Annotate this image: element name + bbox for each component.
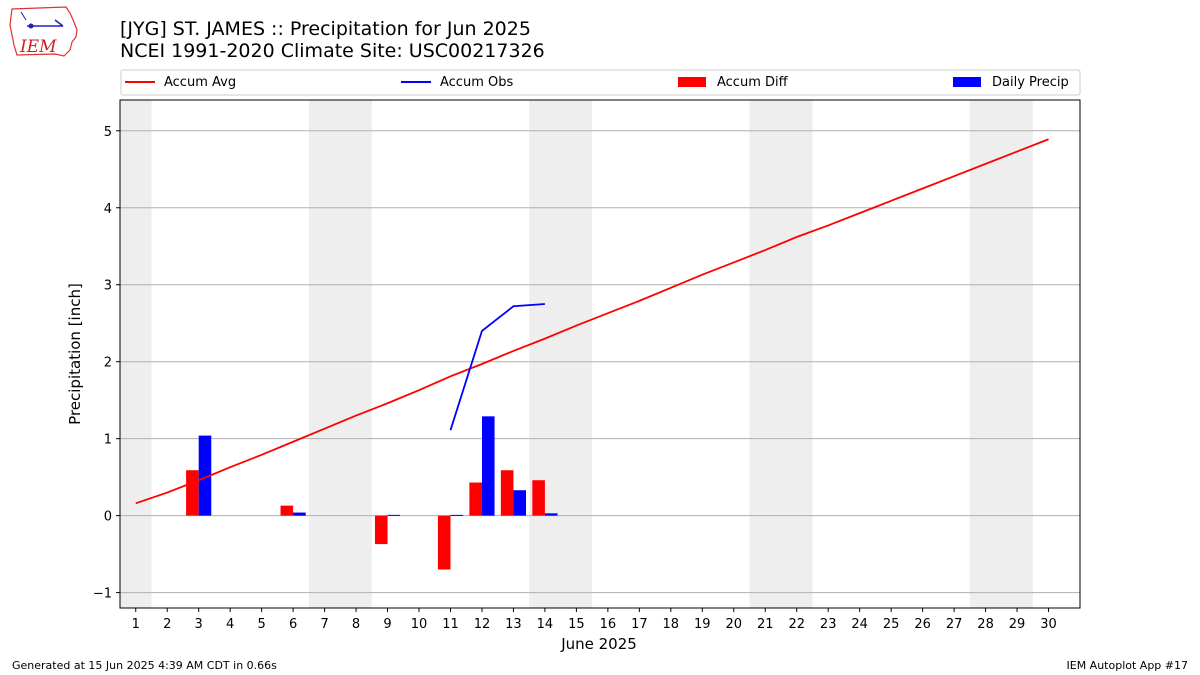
xtick-label-21: 21	[757, 617, 774, 632]
accum-avg-line	[135, 138, 1049, 505]
accum-obs-line	[449, 303, 545, 431]
xtick-label-18: 18	[663, 617, 680, 632]
accum-diff-bar-day-9	[374, 515, 388, 545]
y-axis-ticks: −1 0 1 2 3 4 5	[93, 125, 120, 602]
xtick-label-12: 12	[474, 617, 491, 632]
legend-swatch-accum-diff	[678, 77, 706, 87]
accum-diff-bar-day-13	[500, 470, 514, 516]
legend: Accum Avg Accum Obs Accum Diff Daily Pre…	[120, 69, 1081, 96]
accum-diff-bar-day-14	[532, 480, 545, 516]
x-axis-ticks: 1 2 3 4 5 6 7 8 9 10 11 12 13 14 15 16 17 18 19 20 21 22 23 24 2…	[132, 608, 1057, 632]
xtick-label-19: 19	[694, 617, 711, 632]
xtick-label-28: 28	[977, 617, 994, 632]
daily-precip-bar-day-9	[387, 514, 401, 516]
xtick-label-5: 5	[257, 617, 265, 632]
xtick-label-25: 25	[883, 617, 900, 632]
ytick-label-5: 5	[104, 125, 112, 140]
weekend-band-0	[120, 100, 152, 608]
chart-title: [JYG] ST. JAMES :: Precipitation for Jun…	[120, 18, 531, 40]
legend-frame	[120, 69, 1081, 96]
weekend-shading	[120, 100, 1033, 608]
lines	[135, 138, 1049, 505]
iowa-state-outline	[9, 6, 78, 57]
chart-subtitle: NCEI 1991-2020 Climate Site: USC00217326	[120, 40, 545, 62]
legend-label-accum-obs: Accum Obs	[440, 75, 513, 90]
xtick-label-1: 1	[132, 617, 140, 632]
weekend-band-3	[749, 100, 813, 608]
xtick-label-30: 30	[1040, 617, 1057, 632]
xtick-label-8: 8	[352, 617, 360, 632]
plot-frame	[119, 99, 1081, 609]
daily-precip-bar-day-3	[198, 435, 212, 516]
weekend-band-2	[529, 100, 593, 608]
ytick-label-3: 3	[104, 279, 112, 294]
accum-diff-bar-day-3	[186, 470, 199, 516]
bars	[186, 416, 558, 570]
daily-precip-bar-day-6	[293, 512, 306, 516]
xtick-label-22: 22	[788, 617, 805, 632]
xtick-label-26: 26	[914, 617, 931, 632]
xtick-label-6: 6	[289, 617, 297, 632]
xtick-label-20: 20	[725, 617, 742, 632]
xtick-label-17: 17	[631, 617, 648, 632]
xtick-label-14: 14	[537, 617, 554, 632]
accum-diff-bar-day-12	[469, 482, 482, 516]
daily-precip-bar-day-14	[544, 513, 558, 516]
ytick-label-0: 0	[104, 510, 112, 525]
ytick-label-1: 1	[104, 433, 112, 448]
xtick-label-23: 23	[820, 617, 837, 632]
legend-swatch-daily-precip	[953, 77, 981, 87]
xtick-label-3: 3	[195, 617, 203, 632]
daily-precip-bar-day-12	[481, 416, 495, 516]
x-axis-label: June 2025	[560, 635, 637, 653]
xtick-label-4: 4	[226, 617, 234, 632]
y-axis-label: Precipitation [inch]	[66, 283, 84, 425]
ytick-label--1: −1	[93, 587, 112, 602]
legend-label-accum-diff: Accum Diff	[717, 75, 789, 90]
weekend-band-4	[969, 100, 1033, 608]
logo-text: IEM	[19, 37, 57, 57]
legend-label-daily-precip: Daily Precip	[992, 75, 1069, 90]
legend-label-accum-avg: Accum Avg	[164, 75, 236, 90]
xtick-label-29: 29	[1009, 617, 1026, 632]
xtick-label-13: 13	[505, 617, 522, 632]
xtick-label-11: 11	[442, 617, 459, 632]
accum-diff-bar-day-11	[437, 515, 451, 570]
footer-generated: Generated at 15 Jun 2025 4:39 AM CDT in …	[12, 659, 277, 672]
daily-precip-bar-day-11	[450, 514, 464, 516]
footer-app: IEM Autoplot App #17	[1067, 659, 1189, 672]
xtick-label-2: 2	[163, 617, 171, 632]
xtick-label-27: 27	[946, 617, 963, 632]
xtick-label-24: 24	[851, 617, 868, 632]
gridlines	[120, 130, 1080, 594]
daily-precip-bar-day-13	[513, 490, 527, 516]
xtick-label-16: 16	[600, 617, 617, 632]
xtick-label-15: 15	[568, 617, 585, 632]
iem-logo: IEM	[9, 6, 78, 57]
xtick-label-9: 9	[383, 617, 391, 632]
xtick-label-10: 10	[411, 617, 428, 632]
ytick-label-2: 2	[104, 356, 112, 371]
ytick-label-4: 4	[104, 202, 112, 217]
weekend-band-1	[308, 100, 372, 608]
accum-diff-bar-day-6	[280, 505, 294, 516]
xtick-label-7: 7	[320, 617, 328, 632]
